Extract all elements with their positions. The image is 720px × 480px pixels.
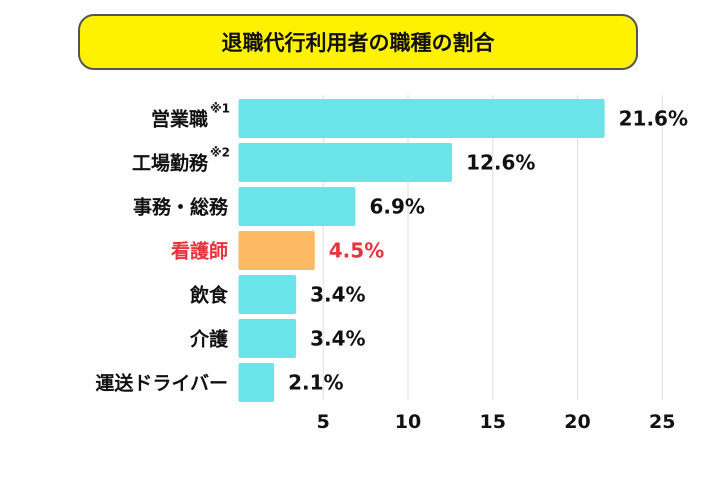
x-tick-label: 15 <box>480 411 506 433</box>
value-label: 21.6% <box>619 107 688 131</box>
value-label: 4.5% <box>329 239 384 263</box>
chart-title: 退職代行利用者の職種の割合 <box>78 14 638 70</box>
bar <box>238 231 315 270</box>
bar <box>238 143 453 182</box>
footnote-marker: ※1 <box>210 102 230 116</box>
x-tick-label: 20 <box>564 411 590 433</box>
value-label: 3.4% <box>310 327 365 351</box>
value-label: 2.1% <box>288 371 343 395</box>
x-tick-label: 5 <box>317 411 330 433</box>
bar <box>238 319 297 358</box>
category-label: 看護師 <box>170 240 228 263</box>
category-label: 事務・総務 <box>133 196 229 219</box>
category-label: 工場勤務 <box>132 152 209 175</box>
category-label: 営業職 <box>151 108 208 131</box>
category-label: 介護 <box>189 328 229 351</box>
bar <box>238 99 605 138</box>
bar <box>238 275 297 314</box>
x-tick-label: 10 <box>395 411 421 433</box>
value-label: 6.9% <box>369 195 424 219</box>
value-label: 12.6% <box>466 151 535 175</box>
footnote-marker: ※2 <box>210 146 230 160</box>
bar <box>238 363 275 402</box>
x-tick-label: 25 <box>649 411 675 433</box>
bar <box>238 187 356 226</box>
value-label: 3.4% <box>310 283 365 307</box>
category-label: 運送ドライバー <box>95 372 228 395</box>
category-label: 飲食 <box>189 284 229 307</box>
